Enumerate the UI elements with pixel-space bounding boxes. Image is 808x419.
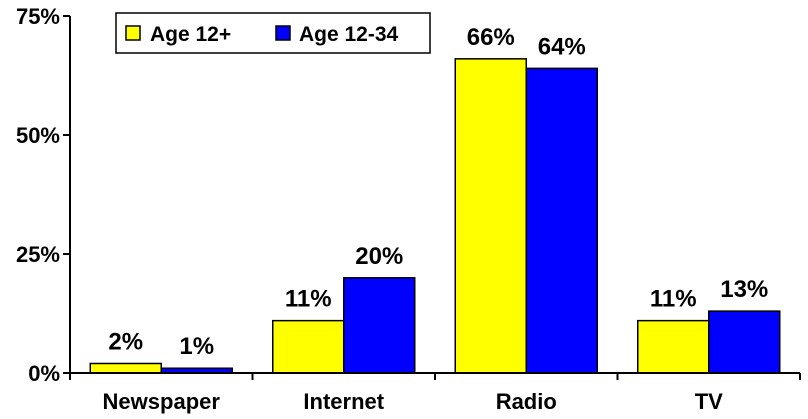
bar-radio-series-0 <box>454 58 527 374</box>
bar-radio-series-1 <box>525 67 598 374</box>
data-label: 1% <box>179 333 214 360</box>
x-tick-label: Newspaper <box>103 389 221 414</box>
data-label: 20% <box>355 243 403 270</box>
y-tick-label: 0% <box>28 361 60 386</box>
axes-layer: 0% 25% 50% 75% Newspaper Internet Radio TV <box>16 4 801 414</box>
legend-label: Age 12-34 <box>299 23 399 46</box>
data-label: 66% <box>467 24 515 51</box>
legend: Age 12+ Age 12-34 <box>115 12 431 54</box>
bar-tv-series-0 <box>637 319 710 374</box>
legend-swatch <box>275 25 291 41</box>
legend-swatch <box>125 25 141 41</box>
y-tick-label: 50% <box>16 123 60 148</box>
y-tick-label: 25% <box>16 242 60 267</box>
legend-box <box>115 12 431 54</box>
bar-newspaper-series-0 <box>89 362 162 374</box>
data-label: 2% <box>108 328 143 355</box>
bar-internet-series-1 <box>343 277 416 374</box>
x-tick-label: TV <box>695 389 723 414</box>
y-tick-label: 75% <box>16 4 60 29</box>
value-labels-layer: 2% 1% 11% 20% 66% 64% 11% 13% <box>108 24 768 360</box>
data-label: 11% <box>285 286 332 313</box>
bar-internet-series-0 <box>272 319 345 374</box>
legend-label: Age 12+ <box>150 23 231 46</box>
bars-layer <box>89 58 781 374</box>
bar-tv-series-1 <box>708 310 781 374</box>
data-label: 11% <box>650 286 697 313</box>
x-tick-label: Internet <box>303 389 384 414</box>
x-tick-label: Radio <box>496 389 557 414</box>
data-label: 13% <box>720 276 768 303</box>
data-label: 64% <box>538 33 586 60</box>
